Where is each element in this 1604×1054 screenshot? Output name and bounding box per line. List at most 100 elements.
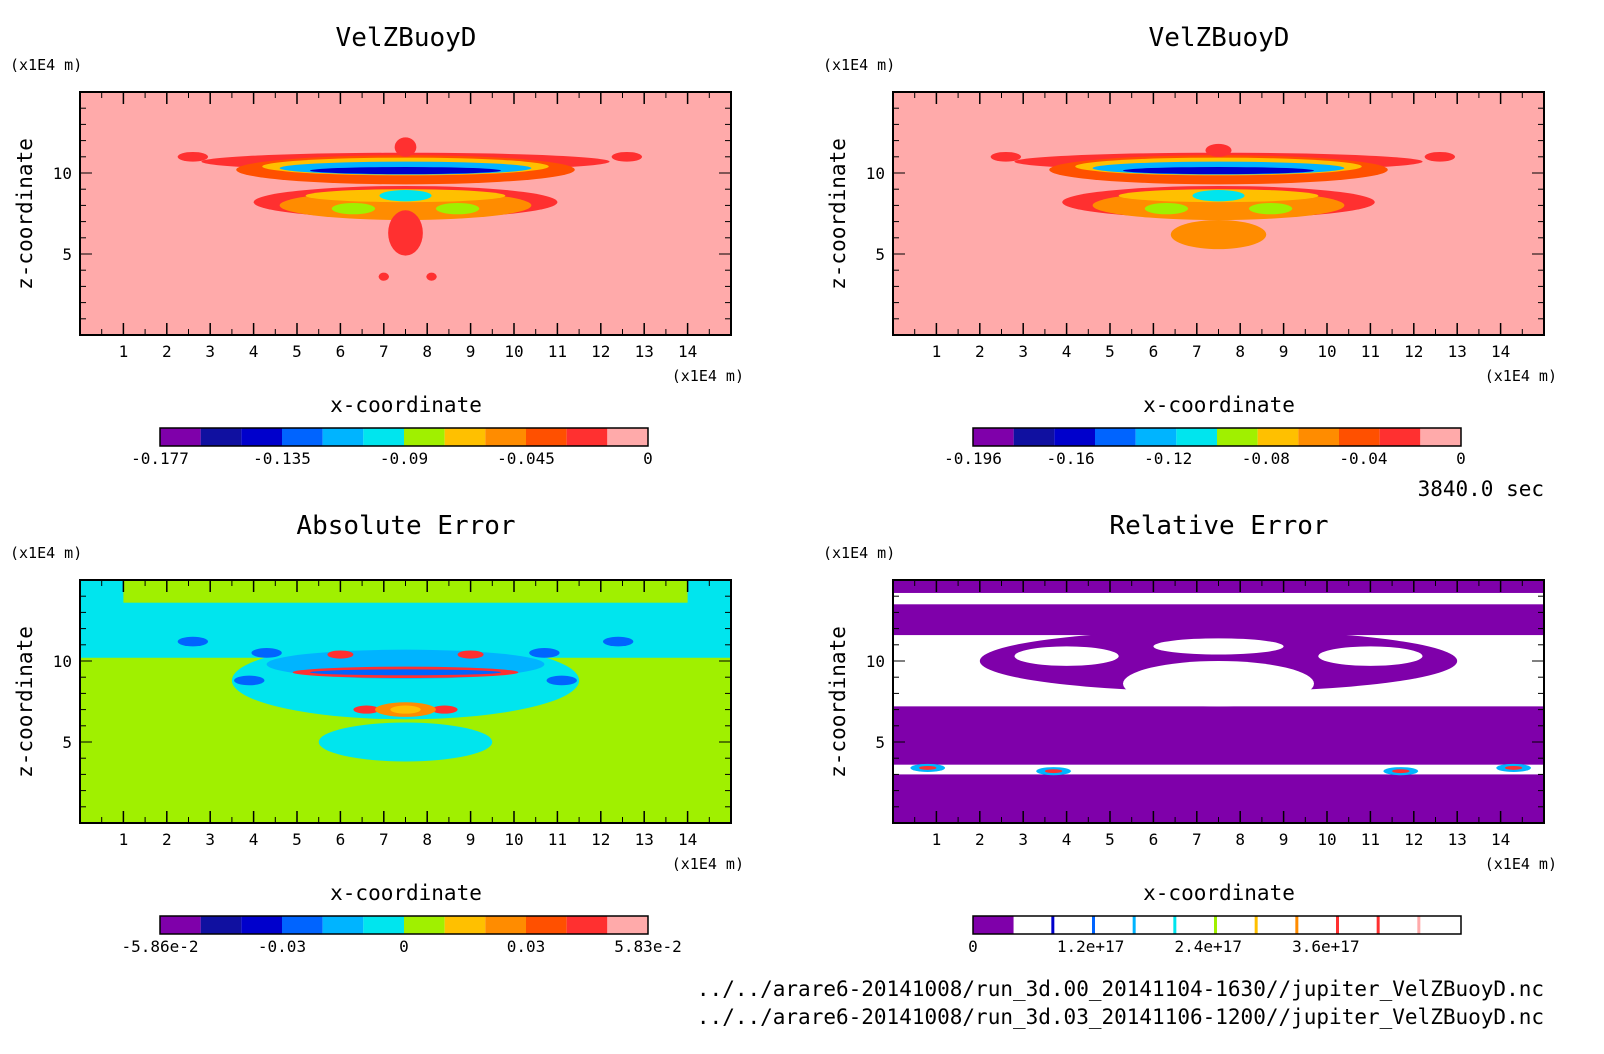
colorbar-swatch	[1298, 428, 1339, 446]
contour-eddy-right	[1248, 202, 1293, 215]
colorbar-label: -0.045	[497, 449, 555, 468]
contour-stem	[388, 210, 423, 256]
colorbar-swatch	[973, 916, 1014, 934]
y-tick-label: 5	[62, 733, 72, 752]
y-tick-label: 5	[875, 245, 885, 264]
x-tick-label: 13	[635, 830, 654, 849]
x-tick-label: 8	[422, 830, 432, 849]
contour-region	[979, 630, 1458, 692]
colorbar-label: -0.12	[1144, 449, 1192, 468]
x-unit-label: (x1E4 m)	[672, 367, 744, 385]
colorbar-swatch	[526, 428, 567, 446]
x-tick-label: 6	[1149, 342, 1159, 361]
y-tick-label: 5	[62, 245, 72, 264]
panel-relative-error: Relative Error (x1E4 m) 1 2 3 4 5 6 7 8 9 10 11 12 1…	[823, 511, 1557, 956]
contour-core	[310, 669, 501, 676]
contour-top-band	[123, 580, 688, 603]
contour-field	[80, 580, 731, 823]
panel-title: Absolute Error	[296, 511, 515, 541]
x-tick-label: 11	[548, 342, 567, 361]
x-tick-label: 7	[1192, 830, 1202, 849]
x-tick-label: 2	[162, 830, 172, 849]
colorbar-frame	[972, 915, 1462, 935]
colorbar-swatch	[282, 428, 323, 446]
x-tick-label: 1	[932, 342, 942, 361]
y-axis-label: z-coordinate	[826, 138, 850, 290]
colorbar-label: -0.196	[944, 449, 1002, 468]
x-tick-label: 6	[1149, 830, 1159, 849]
colorbar-frame	[159, 915, 649, 935]
contour-spot-core	[1392, 769, 1410, 774]
colorbar-swatch	[363, 428, 404, 446]
x-tick-label: 6	[336, 342, 346, 361]
colorbar-level-mark	[1295, 916, 1299, 934]
panel-title: Relative Error	[1109, 511, 1328, 541]
x-tick-label: 1	[932, 830, 942, 849]
x-tick-label: 9	[466, 342, 476, 361]
colorbar-label: -0.16	[1047, 449, 1095, 468]
x-tick-label: 10	[1317, 342, 1336, 361]
x-tick-label: 12	[591, 342, 610, 361]
contour-core	[1123, 167, 1314, 175]
y-axis-label: z-coordinate	[826, 626, 850, 778]
contour-eddy	[251, 648, 282, 658]
y-unit-label: (x1E4 m)	[823, 56, 895, 74]
colorbar-level-mark	[1376, 916, 1380, 934]
x-tick-label: 9	[1279, 830, 1289, 849]
colorbar-swatch	[200, 428, 242, 446]
contour-eddy-left	[1144, 202, 1189, 215]
colorbar: -0.196 -0.16 -0.12 -0.08 -0.04 0	[944, 427, 1466, 468]
colorbar-level-mark	[1132, 916, 1136, 934]
contour-field	[80, 92, 731, 335]
colorbar-level-mark	[1092, 916, 1095, 934]
y-tick-label: 5	[875, 733, 885, 752]
x-tick-label: 8	[1235, 830, 1245, 849]
x-unit-label: (x1E4 m)	[1485, 855, 1557, 873]
contour-gap	[1153, 638, 1284, 655]
y-tick-label: 10	[53, 164, 72, 183]
colorbar: 0 1.2e+17 2.4e+17 3.6e+17	[968, 915, 1462, 956]
contour-droplet	[378, 272, 390, 281]
colorbar-swatch	[1379, 916, 1421, 934]
x-tick-label: 8	[422, 342, 432, 361]
contour-eddy	[602, 636, 634, 647]
colorbar-frame	[159, 427, 649, 447]
x-tick-label: 3	[1018, 342, 1028, 361]
colorbar-label: 1.2e+17	[1057, 937, 1124, 956]
colorbar-label: -0.03	[258, 937, 306, 956]
y-tick-label: 10	[866, 164, 885, 183]
colorbar-label: 5.83e-2	[614, 937, 681, 956]
contour-eddy-left	[331, 202, 376, 215]
colorbar-swatch	[363, 916, 404, 934]
colorbar-label: -0.04	[1339, 449, 1387, 468]
colorbar-label: 0.03	[507, 937, 546, 956]
colorbar-label: -0.135	[253, 449, 311, 468]
contour-eddy	[529, 648, 560, 658]
colorbar-swatch	[322, 916, 364, 934]
x-tick-label: 2	[162, 342, 172, 361]
colorbar-swatch	[282, 916, 323, 934]
contour-droplet	[426, 272, 437, 281]
contour-field	[893, 580, 1544, 823]
colorbar-swatch	[1135, 428, 1177, 446]
colorbar-swatch	[322, 428, 364, 446]
colorbar-label: -0.09	[380, 449, 428, 468]
colorbar-level-mark	[1173, 916, 1177, 934]
colorbar-swatch	[1420, 428, 1461, 446]
colorbar-swatch	[1257, 916, 1299, 934]
colorbar-swatch	[485, 428, 526, 446]
contour-eddy	[177, 636, 209, 647]
x-tick-label: 5	[1105, 342, 1115, 361]
x-tick-label: 2	[975, 342, 985, 361]
colorbar-swatch	[241, 428, 282, 446]
x-axis-label: x-coordinate	[330, 881, 482, 905]
colorbar-label: 0	[1456, 449, 1466, 468]
contour-eddy	[431, 705, 458, 714]
contour-wing-tip-left	[990, 151, 1022, 162]
x-tick-label: 9	[1279, 342, 1289, 361]
contour-wing-tip-right	[1424, 151, 1456, 162]
colorbar-label: -5.86e-2	[121, 937, 198, 956]
contour-eddy	[234, 675, 265, 686]
